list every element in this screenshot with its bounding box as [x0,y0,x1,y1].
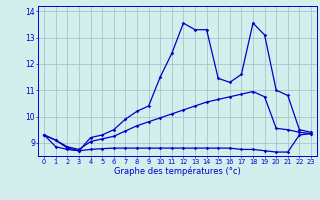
X-axis label: Graphe des températures (°c): Graphe des températures (°c) [114,167,241,176]
